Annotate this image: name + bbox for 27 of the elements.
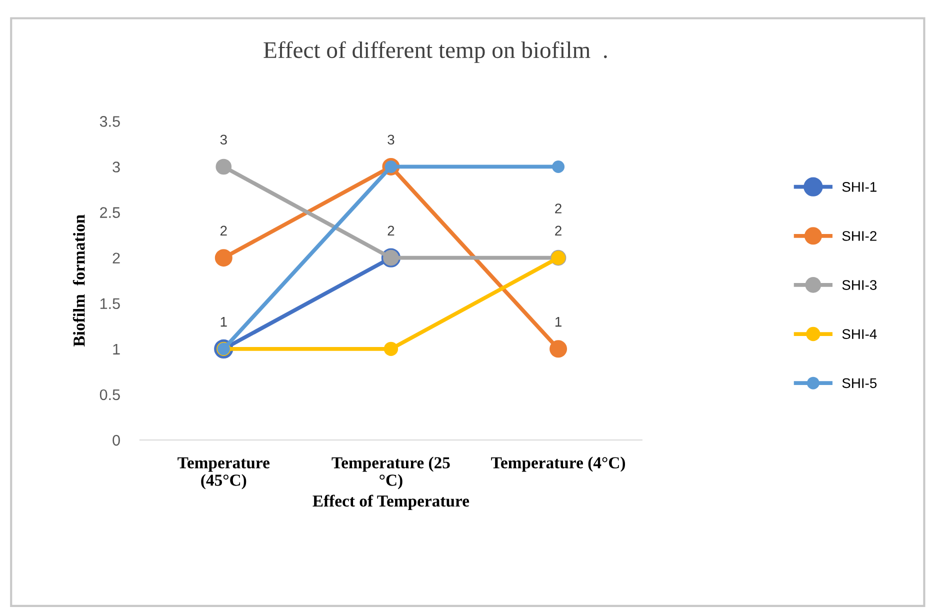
y-tick-label: 1.5 <box>100 298 120 310</box>
y-tick-label: 2.5 <box>100 207 120 218</box>
legend-label: SHI-4 <box>842 329 877 340</box>
data-label: 3 <box>388 134 394 145</box>
y-tick-label: 0 <box>112 434 120 446</box>
data-label: 2 <box>555 226 562 236</box>
data-label: 2 <box>555 204 562 214</box>
y-axis-title: Biofilm formation <box>72 214 85 347</box>
x-tick-label: Temperature (45°C) <box>178 457 270 490</box>
y-tick-label: 0.5 <box>100 389 120 400</box>
legend-label: SHI-2 <box>842 231 876 241</box>
data-label: 1 <box>555 317 562 327</box>
y-tick-label: 3.5 <box>100 116 120 127</box>
legend-label: SHI-1 <box>842 182 876 192</box>
data-label: 1 <box>220 317 227 327</box>
y-tick-label: 3 <box>112 162 120 172</box>
x-axis-title: Effect of Temperature <box>312 494 470 510</box>
x-tick-label: Temperature (4°C) <box>491 456 625 472</box>
legend-label: SHI-3 <box>842 280 877 290</box>
data-label: 3 <box>220 134 227 145</box>
y-tick-label: 2 <box>112 252 120 264</box>
x-tick-label: Temperature (25 °C) <box>332 456 450 490</box>
chart-title: Effect of different temp on biofilm . <box>264 41 607 63</box>
y-tick-label: 1 <box>113 344 120 354</box>
data-label: 2 <box>388 226 394 236</box>
legend-label: SHI-5 <box>842 378 877 388</box>
data-label: 2 <box>220 226 227 236</box>
